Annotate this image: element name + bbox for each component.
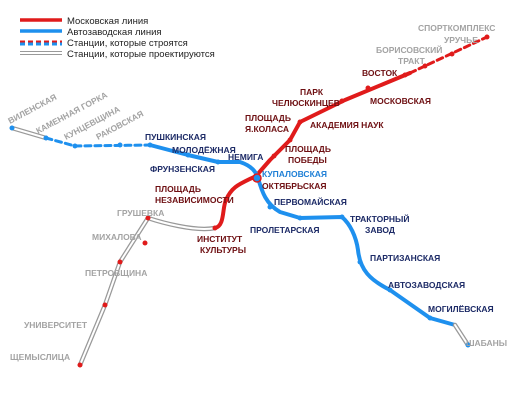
station-dot [72,143,78,149]
station-label: КУЛЬТУРЫ [200,245,246,255]
station-dot [117,142,123,148]
station-dot [287,137,293,143]
red-line [213,71,412,230]
station-dot [9,125,15,131]
legend: Московская линия Автозаводская линия Ста… [20,16,215,60]
station-dot [339,98,345,104]
station-label: ПЛОЩАДЬ [155,184,201,194]
station-label: МОСКОВСКАЯ [370,96,431,106]
station-label: АВТОЗАВОДСКАЯ [388,280,465,290]
station-dot [427,315,433,321]
station-label: ЩЕМЫСЛИЦА [10,352,70,362]
station-label: ПЛОЩАДЬ [285,144,331,154]
red-line-planned-inner [79,217,216,366]
station-dot [422,63,428,69]
station-dot [387,287,393,293]
station-dot [43,135,49,141]
station-dot [484,34,490,40]
station-label: СПОРТКОМПЛЕКС [418,23,495,33]
blue-line-planned-east-inner [454,324,469,346]
station-label: ФРУНЗЕНСКАЯ [150,164,215,174]
station-dot [142,240,148,246]
lines [9,35,489,368]
legend-label: Московская линия [67,16,148,27]
station-label: УНИВЕРСИТЕТ [24,320,88,330]
station-label: УРУЧЬЕ [444,35,478,45]
legend-label: Автозаводская линия [67,27,162,38]
station-label: ШАБАНЫ [466,338,507,348]
station-dot [185,152,191,158]
station-label: ИНСТИТУТ [197,234,243,244]
station-label: НЕМИГА [228,152,263,162]
station-dot [339,214,345,220]
station-label: ТРАКТОРНЫЙ [350,213,409,224]
station-dot [402,72,408,78]
station-label: БОРИСОВСКИЙ [376,44,442,55]
station-label: ВОСТОК [362,68,398,78]
station-dot [77,362,83,368]
station-label: ПАРК [300,87,324,97]
station-label: НЕЗАВИСИМОСТИ [155,195,234,205]
station-label: АКАДЕМИЯ НАУК [310,120,384,130]
station-label: ТРАКТ [398,56,426,66]
station-label: ПОБЕДЫ [288,155,327,165]
station-dot [102,302,108,308]
station-dot [145,215,151,221]
station-dot [215,159,221,165]
station-label: МОЛОДЁЖНАЯ [172,145,236,155]
station-dot [117,259,123,265]
station-dot [267,204,273,210]
station-label: ПРОЛЕТАРСКАЯ [250,225,320,235]
station-labels: СПОРТКОМПЛЕКС УРУЧЬЕ БОРИСОВСКИЙ ТРАКТ В… [6,23,507,362]
station-dot [297,215,303,221]
transfer-dot [252,173,262,183]
station-dot [223,197,229,203]
station-dot [449,51,455,57]
station-label: ПЕРВОМАЙСКАЯ [274,196,347,207]
station-dots [9,34,490,368]
station-label: МИХАЛОВА [92,232,142,242]
station-dot [147,142,153,148]
station-label: ПЛОЩАДЬ [245,113,291,123]
station-label: ПАРТИЗАНСКАЯ [370,253,440,263]
station-label: ПУШКИНСКАЯ [145,132,206,142]
station-dot [465,342,471,348]
station-label: КУПАЛОВСКАЯ [262,169,327,179]
station-dot [297,119,303,125]
station-dot [212,225,218,231]
station-label: МОГИЛЁВСКАЯ [428,304,494,314]
station-label: ЗАВОД [365,225,395,235]
station-label: ЧЕЛЮСКИНЦЕВ [272,98,340,108]
station-label: ОКТЯБРЬСКАЯ [262,181,326,191]
legend-label: Станции, которые строятся [67,38,188,49]
station-dot [271,153,277,159]
station-label: ПЕТРОВЩИНА [85,268,147,278]
legend-label: Станции, которые проектируются [67,49,215,60]
station-dot [357,259,363,265]
station-label: ГРУШЕВКА [117,208,164,218]
station-dot [365,85,371,91]
blue-line-planned-inner [11,127,47,139]
station-label: Я.КОЛАСА [245,124,289,134]
blue-line [148,143,457,327]
